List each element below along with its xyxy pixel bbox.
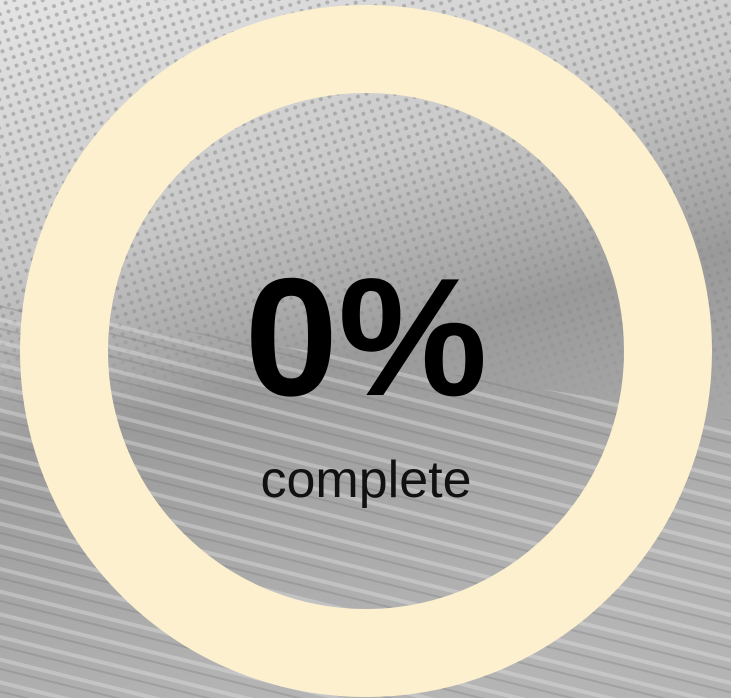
progress-widget: 0% complete: [0, 0, 731, 698]
page: 0% complete (() => { const data = JSON.p…: [0, 0, 731, 698]
progress-caption: complete: [261, 451, 472, 509]
progress-percent: 0%: [245, 243, 488, 431]
